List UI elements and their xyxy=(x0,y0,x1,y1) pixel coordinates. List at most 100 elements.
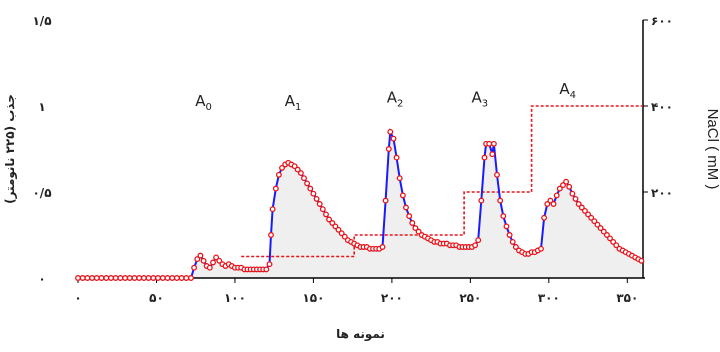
absorbance-point xyxy=(136,275,143,281)
absorbance-point xyxy=(301,175,307,182)
absorbance-point xyxy=(489,151,496,158)
absorbance-point xyxy=(216,257,223,264)
absorbance-point xyxy=(326,216,333,223)
absorbance-point xyxy=(475,237,482,244)
absorbance-point xyxy=(335,226,342,233)
absorbance-point xyxy=(556,185,563,192)
absorbance-point xyxy=(307,185,314,192)
y2-axis-ticks: ۲۰۰ ۴۰۰ ۶۰۰ xyxy=(643,14,673,200)
absorbance-point xyxy=(329,220,336,226)
absorbance-point xyxy=(481,154,488,161)
y2-axis-title: NaCl ( mM ) xyxy=(704,109,720,190)
absorbance-point xyxy=(210,259,216,266)
absorbance-point xyxy=(173,275,180,281)
absorbance-point xyxy=(547,197,554,204)
y2-tick-label: ۲۰۰ xyxy=(651,186,673,200)
absorbance-point xyxy=(319,206,326,213)
x-tick-label: ۲۰۰ xyxy=(381,291,403,305)
absorbance-point xyxy=(379,244,386,250)
absorbance-point xyxy=(553,192,560,199)
absorbance-point xyxy=(613,242,620,249)
absorbance-point xyxy=(560,182,566,189)
absorbance-point xyxy=(581,207,588,214)
absorbance-point xyxy=(131,275,138,281)
absorbance-point xyxy=(140,275,147,281)
absorbance-point xyxy=(269,206,276,213)
absorbance-point xyxy=(268,232,274,238)
absorbance-point xyxy=(103,275,110,281)
absorbance-fill-area xyxy=(78,131,642,278)
absorbance-point xyxy=(538,245,544,252)
y-tick-label: ۰ xyxy=(38,272,45,286)
absorbance-point xyxy=(145,275,152,281)
absorbance-point xyxy=(279,164,285,171)
absorbance-point xyxy=(117,275,124,281)
absorbance-point xyxy=(126,275,133,281)
peak-label: A1 xyxy=(285,92,302,113)
absorbance-point xyxy=(597,225,604,232)
nacl-step-line xyxy=(241,105,643,258)
absorbance-point xyxy=(75,275,81,281)
absorbance-point xyxy=(178,275,185,281)
absorbance-point xyxy=(578,204,585,211)
x-tick-label: ۲۵۰ xyxy=(459,291,481,305)
absorbance-point xyxy=(341,233,348,240)
y2-tick-label: ۶۰۰ xyxy=(651,14,673,28)
absorbance-point xyxy=(332,223,339,230)
absorbance-point xyxy=(585,211,592,218)
y-axis-title: جذب (۲۲۵ نانومتر) xyxy=(3,94,18,204)
absorbance-point xyxy=(569,190,576,197)
absorbance-point xyxy=(575,201,582,207)
absorbance-point xyxy=(399,192,406,199)
absorbance-point xyxy=(108,275,114,281)
x-tick-label: ۵۰ xyxy=(149,291,164,305)
x-tick-label: ۱۰۰ xyxy=(224,291,246,305)
peak-label: A2 xyxy=(387,89,404,110)
nacl-step-series xyxy=(241,105,643,258)
absorbance-point xyxy=(272,185,279,192)
absorbance-point xyxy=(497,197,504,204)
absorbance-point xyxy=(122,275,129,281)
absorbance-point xyxy=(150,275,157,281)
absorbance-point xyxy=(310,190,317,197)
absorbance-point xyxy=(294,166,301,173)
absorbance-point xyxy=(206,264,213,271)
absorbance-markers xyxy=(75,128,645,281)
absorbance-point xyxy=(509,238,516,245)
absorbance-point xyxy=(591,218,598,225)
absorbance-point xyxy=(494,171,500,178)
absorbance-point xyxy=(89,275,96,281)
absorbance-point xyxy=(472,242,479,249)
absorbance-point xyxy=(503,223,510,230)
absorbance-area-fill xyxy=(78,131,642,278)
absorbance-point xyxy=(194,256,201,263)
y2-tick-label: ۴۰۰ xyxy=(651,100,673,114)
absorbance-point xyxy=(403,204,409,211)
absorbance-point xyxy=(297,170,304,177)
peak-labels: A0 A1 A2 A3 A4 xyxy=(195,80,576,113)
absorbance-point xyxy=(572,195,579,202)
absorbance-point xyxy=(541,214,548,221)
absorbance-point xyxy=(544,201,551,207)
absorbance-point xyxy=(506,232,513,238)
absorbance-point xyxy=(183,275,190,281)
absorbance-point xyxy=(164,275,171,281)
absorbance-point xyxy=(600,228,607,235)
absorbance-point xyxy=(382,197,389,204)
absorbance-point xyxy=(566,183,573,190)
y-tick-label: ۱ xyxy=(38,100,45,114)
x-axis-title: نمونه ها xyxy=(336,327,385,342)
absorbance-point xyxy=(406,213,413,220)
absorbance-point xyxy=(393,154,400,161)
x-axis-ticks: ۰ ۵۰ ۱۰۰ ۱۵۰ ۲۰۰ ۲۵۰ ۳۰۰ ۳۵۰ xyxy=(74,278,638,305)
absorbance-point xyxy=(266,261,273,268)
absorbance-point xyxy=(213,254,220,261)
absorbance-point xyxy=(500,213,507,220)
absorbance-point xyxy=(316,201,323,207)
absorbance-point xyxy=(304,180,311,187)
absorbance-point xyxy=(415,228,422,235)
absorbance-point xyxy=(155,275,161,281)
absorbance-point xyxy=(390,135,397,142)
x-tick-label: ۱۵۰ xyxy=(302,291,324,305)
absorbance-point xyxy=(169,275,176,281)
